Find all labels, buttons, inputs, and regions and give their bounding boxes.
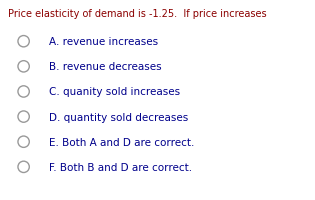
Text: Price elasticity of demand is -1.25.  If price increases: Price elasticity of demand is -1.25. If …	[8, 9, 266, 19]
Text: E. Both A and D are correct.: E. Both A and D are correct.	[49, 137, 194, 147]
Text: F. Both B and D are correct.: F. Both B and D are correct.	[49, 162, 192, 172]
Text: A. revenue increases: A. revenue increases	[49, 37, 158, 47]
Text: B. revenue decreases: B. revenue decreases	[49, 62, 162, 72]
Text: C. quanity sold increases: C. quanity sold increases	[49, 87, 180, 97]
Text: D. quantity sold decreases: D. quantity sold decreases	[49, 112, 188, 122]
